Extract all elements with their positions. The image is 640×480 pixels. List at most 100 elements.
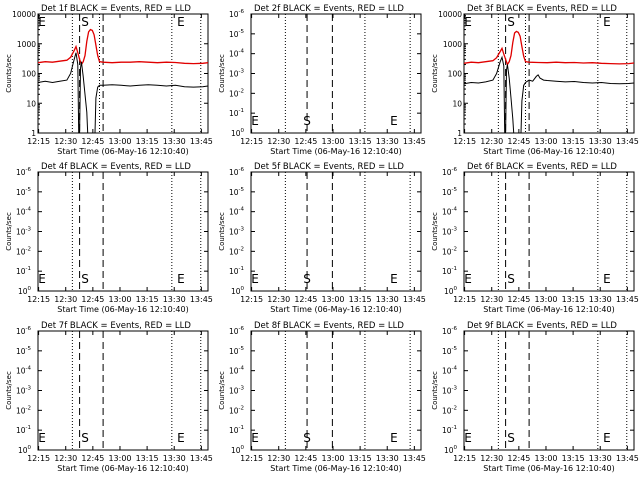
x-tick-label: 12:15: [240, 137, 263, 146]
plot-frame: [463, 13, 635, 134]
x-tick-label: 12:45: [81, 295, 104, 304]
end-marker-label: E: [390, 114, 398, 128]
x-tick-label: 13:30: [376, 454, 399, 463]
y-tick-label: 100: [444, 445, 458, 455]
y-tick-label: 10-6: [16, 326, 32, 336]
panel-5: Det 5f BLACK = Events, RED = LLD 12:15 12:…: [218, 162, 426, 314]
y-tick-label: 10-2: [229, 405, 244, 415]
x-tick-label: 13:15: [136, 295, 159, 304]
y-axis-label: Counts/sec: [218, 371, 226, 410]
x-tick-label: 13:00: [534, 137, 557, 146]
panel-1: Det 1f BLACK = Events, RED = LLD 12:15 12:…: [5, 4, 213, 156]
x-tick-label: 12:30: [267, 295, 290, 304]
end-marker-label: E: [177, 272, 185, 286]
y-tick-label: 100: [22, 70, 37, 79]
end-marker-label: E: [390, 272, 398, 286]
x-tick-label: 12:30: [480, 137, 503, 146]
y-tick-label: 10-4: [16, 366, 32, 376]
panel-title: Det 4f BLACK = Events, RED = LLD: [41, 162, 191, 172]
y-tick-label: 10000: [12, 10, 36, 19]
x-tick-label: 12:15: [453, 295, 476, 304]
x-tick-label: 13:15: [562, 137, 585, 146]
end-marker-label: E: [177, 15, 185, 29]
panel-title: Det 8f BLACK = Events, RED = LLD: [254, 321, 404, 331]
x-tick-label: 13:30: [589, 454, 612, 463]
y-tick-label: 1: [31, 129, 36, 138]
start-marker-label: S: [507, 15, 515, 29]
y-tick-label: 10-5: [229, 29, 245, 39]
y-tick-label: 10-6: [442, 326, 458, 336]
y-tick-label: 10-5: [229, 187, 245, 197]
panel-title: Det 7f BLACK = Events, RED = LLD: [41, 321, 191, 331]
x-tick-label: 12:30: [480, 454, 503, 463]
panel-title: Det 3f BLACK = Events, RED = LLD: [467, 4, 617, 14]
y-tick-label: 10-2: [229, 88, 244, 98]
y-tick-label: 10-5: [16, 346, 32, 356]
y-tick-label: 10-1: [229, 266, 244, 276]
x-tick-label: 12:45: [507, 295, 530, 304]
y-tick-label: 1000: [443, 40, 462, 49]
x-tick-label: 13:45: [403, 454, 426, 463]
x-tick-label: 13:45: [403, 295, 426, 304]
y-tick-label: 10-3: [229, 69, 245, 79]
end-marker-label: E: [603, 15, 611, 29]
y-tick-label: 100: [231, 445, 245, 455]
start-marker-label: S: [303, 272, 311, 286]
x-tick-label: 13:30: [376, 137, 399, 146]
panel-3: Det 3f BLACK = Events, RED = LLD 12:15 12:…: [431, 4, 639, 156]
y-tick-label: 10-2: [16, 405, 31, 415]
x-tick-label: 13:00: [108, 295, 131, 304]
start-marker-label: S: [81, 272, 89, 286]
panel-title: Det 5f BLACK = Events, RED = LLD: [254, 162, 404, 172]
x-tick-label: 13:45: [190, 454, 213, 463]
x-axis-label: Start Time (06-May-16 12:10:40): [57, 147, 188, 156]
series-red: [37, 28, 209, 66]
x-tick-label: 13:45: [190, 137, 213, 146]
start-marker-label: S: [81, 15, 89, 29]
panel-title: Det 9f BLACK = Events, RED = LLD: [467, 321, 617, 331]
y-tick-label: 10-4: [442, 366, 458, 376]
y-tick-label: 10-1: [442, 266, 457, 276]
series-red: [463, 30, 635, 66]
y-axis-label: Counts/sec: [431, 212, 439, 251]
x-tick-label: 13:45: [616, 454, 639, 463]
edge-marker-label: E: [464, 15, 472, 29]
panel-title: Det 6f BLACK = Events, RED = LLD: [467, 162, 617, 172]
edge-marker-label: E: [251, 272, 259, 286]
y-tick-label: 10: [26, 99, 36, 108]
start-marker-label: S: [81, 431, 89, 445]
x-axis-label: Start Time (06-May-16 12:10:40): [57, 305, 188, 314]
panel-title: Det 2f BLACK = Events, RED = LLD: [254, 4, 404, 14]
series-black: [463, 55, 635, 134]
x-tick-label: 13:15: [349, 295, 372, 304]
edge-marker-label: E: [251, 431, 259, 445]
y-tick-label: 10-1: [442, 425, 457, 435]
x-tick-label: 13:30: [163, 295, 186, 304]
x-tick-label: 13:30: [163, 137, 186, 146]
x-tick-label: 13:30: [376, 295, 399, 304]
y-tick-label: 10-6: [229, 9, 245, 19]
x-tick-label: 13:00: [321, 454, 344, 463]
x-tick-label: 12:45: [81, 454, 104, 463]
x-tick-label: 13:00: [108, 454, 131, 463]
x-tick-label: 13:30: [589, 137, 612, 146]
y-tick-label: 10-3: [442, 386, 458, 396]
x-tick-label: 12:15: [27, 454, 50, 463]
edge-marker-label: E: [464, 431, 472, 445]
y-tick-label: 1000: [17, 40, 36, 49]
y-axis-label: Counts/sec: [218, 54, 226, 93]
x-axis-label: Start Time (06-May-16 12:10:40): [483, 147, 614, 156]
y-tick-label: 10-2: [442, 246, 457, 256]
x-tick-label: 12:45: [294, 137, 317, 146]
y-tick-label: 10-6: [16, 167, 32, 177]
x-tick-label: 13:15: [562, 454, 585, 463]
y-tick-label: 10-2: [16, 246, 31, 256]
x-tick-label: 12:15: [27, 137, 50, 146]
edge-marker-label: E: [251, 114, 259, 128]
y-tick-label: 10-3: [16, 227, 32, 237]
x-axis-label: Start Time (06-May-16 12:10:40): [483, 305, 614, 314]
edge-marker-label: E: [464, 272, 472, 286]
y-tick-label: 10-3: [442, 227, 458, 237]
y-tick-label: 10-3: [229, 386, 245, 396]
start-marker-label: S: [507, 431, 515, 445]
